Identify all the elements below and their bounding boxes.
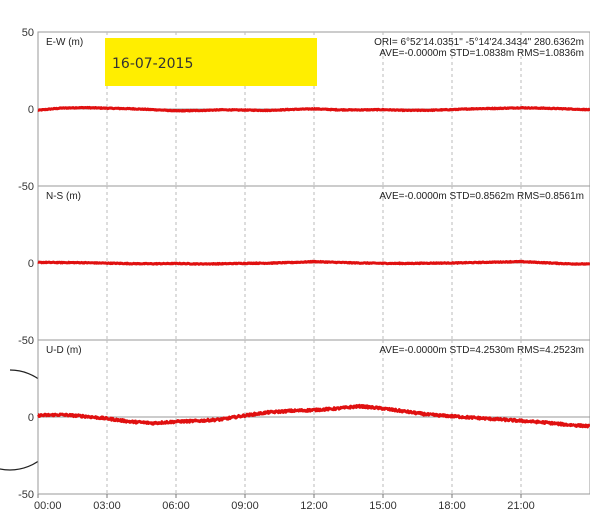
ori-text: ORI= 6°52'14.0351" -5°14'24.3434" 280.63…: [374, 37, 584, 48]
stats-text: AVE=-0.0000m STD=4.2530m RMS=4.2523m: [379, 345, 584, 356]
x-tick-label: 18:00: [438, 500, 466, 511]
x-tick-label: 21:00: [507, 500, 535, 511]
x-axis: 00:00 03:00 06:00 09:00 12:00 15:00 18:00 21:00: [34, 494, 535, 511]
panel-3: 0 -50 U-D (m) AVE=-0.0000m STD=4.2530m RMS=…: [18, 339, 590, 501]
stats-text: AVE=-0.0000m STD=0.8562m RMS=0.8561m: [379, 191, 584, 202]
series-line-e-w: [37, 105, 590, 113]
y-tick-label: 50: [22, 27, 34, 39]
x-tick-label: 03:00: [93, 500, 121, 511]
date-badge: 16-07-2015: [105, 38, 317, 86]
x-tick-label: 06:00: [162, 500, 190, 511]
y-tick-label: 0: [28, 412, 34, 424]
panel-label: N-S (m): [46, 191, 81, 202]
x-tick-label: 15:00: [369, 500, 397, 511]
x-tick-label: 09:00: [231, 500, 259, 511]
y-tick-label: 0: [28, 258, 34, 270]
panel-label: E-W (m): [46, 37, 83, 48]
series-line-u-d: [37, 403, 590, 429]
date-badge-text: 16-07-2015: [112, 56, 193, 72]
x-tick-label: 00:00: [34, 500, 62, 511]
date-badge-background: [105, 38, 317, 86]
panel-label: U-D (m): [46, 345, 82, 356]
y-tick-label: -50: [18, 335, 34, 347]
panel-2: 0 -50 N-S (m) AVE=-0.0000m STD=0.8562m RMS=…: [18, 185, 590, 347]
y-tick-label: -50: [18, 489, 34, 501]
series-line-n-s: [37, 259, 590, 266]
y-tick-label: 0: [28, 104, 34, 116]
y-tick-label: -50: [18, 181, 34, 193]
x-tick-label: 12:00: [300, 500, 328, 511]
stats-text: AVE=-0.0000m STD=1.0838m RMS=1.0836m: [379, 48, 584, 59]
